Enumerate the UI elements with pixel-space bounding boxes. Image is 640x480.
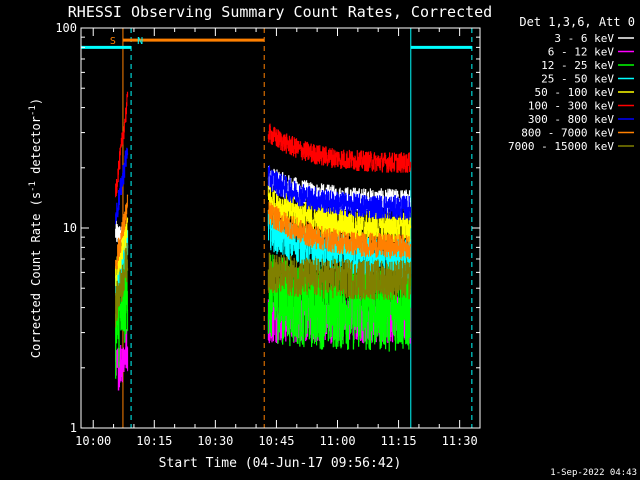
series-line-1-seg0 <box>115 329 129 391</box>
y-axis-label-mid: detector <box>29 116 43 181</box>
legend-label-5: 100 - 300 keV <box>528 100 614 113</box>
x-tick-label-0: 10:00 <box>75 434 111 448</box>
y-tick-label-0: 1 <box>70 421 77 435</box>
footer-date: 1-Sep-2022 04:43 <box>550 468 637 478</box>
y-axis-label-main: Corrected Count Rate (s <box>29 192 43 358</box>
x-tick-label-5: 11:15 <box>381 434 417 448</box>
series-line-6-seg0 <box>115 147 129 225</box>
legend-label-7: 800 - 7000 keV <box>521 127 614 140</box>
y-tick-label-1: 10 <box>63 221 77 235</box>
series-line-5-seg0 <box>115 91 129 198</box>
legend-label-3: 25 - 50 keV <box>541 73 614 86</box>
series-line-6-seg1 <box>267 165 412 221</box>
x-tick-label-3: 10:45 <box>258 434 294 448</box>
x-tick-label-1: 10:15 <box>136 434 172 448</box>
series-line-5-seg1 <box>267 123 412 173</box>
flag-s: S <box>110 36 116 47</box>
x-tick-label-2: 10:30 <box>197 434 233 448</box>
y-axis-label: Corrected Count Rate (s-1 detector-1) <box>28 98 43 358</box>
legend-title: Det 1,3,6, Att 0 <box>519 15 635 29</box>
y-axis-label-end: ) <box>29 98 43 105</box>
series-line-2-seg1 <box>267 254 412 352</box>
x-tick-label-6: 11:30 <box>442 434 478 448</box>
legend-label-1: 6 - 12 keV <box>548 46 615 59</box>
legend-label-2: 12 - 25 keV <box>541 59 614 72</box>
axes: 1 10 100 10:00 10:15 10:30 10:45 11:00 11:15 11:3… <box>55 21 480 448</box>
chart-title: RHESSI Observing Summary Count Rates, Co… <box>68 3 492 21</box>
series-line-7-seg1 <box>267 201 412 259</box>
legend-label-6: 300 - 800 keV <box>528 113 614 126</box>
series-line-8-seg0 <box>115 242 129 328</box>
y-axis-label-sup1: -1 <box>28 181 38 192</box>
x-axis-label: Start Time (04-Jun-17 09:56:42) <box>159 456 402 471</box>
series-line-7-seg0 <box>115 194 129 270</box>
legend-label-0: 3 - 6 keV <box>554 32 614 45</box>
y-axis-label-sup2: -1 <box>28 105 38 116</box>
series-line-8-seg1 <box>267 252 412 300</box>
flag-n: N <box>137 36 143 47</box>
y-tick-label-2: 100 <box>55 21 77 35</box>
legend-label-4: 50 - 100 keV <box>535 86 615 99</box>
legend-label-8: 7000 - 15000 keV <box>508 140 614 153</box>
x-tick-label-4: 11:00 <box>319 434 355 448</box>
